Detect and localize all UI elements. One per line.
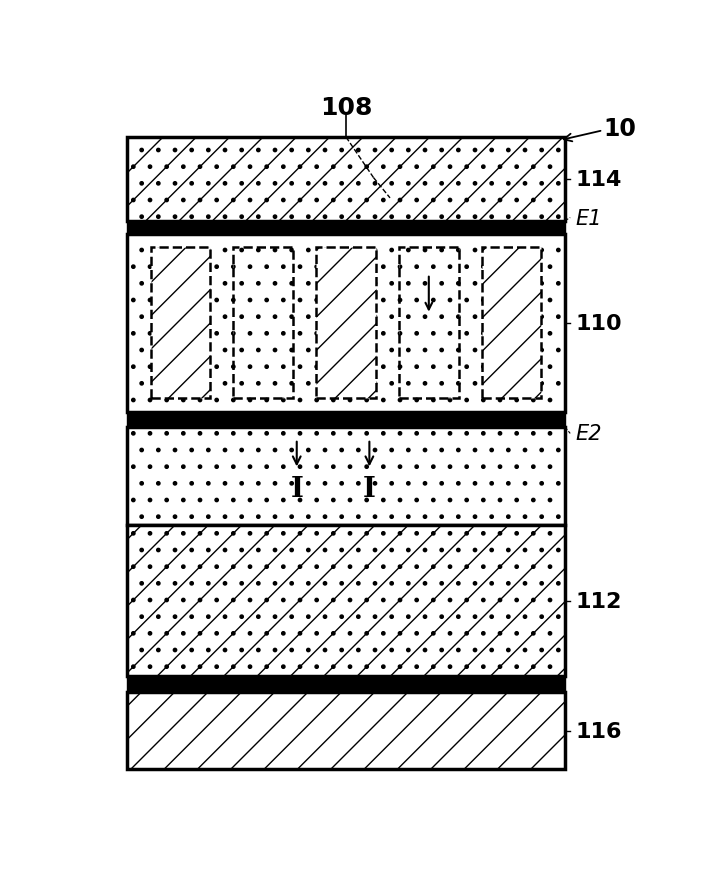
Bar (127, 221, 564, 235)
Bar (127, 235, 564, 413)
Text: 114: 114 (576, 169, 622, 190)
Bar (316, 248, 376, 398)
Bar (234, 248, 293, 398)
Text: E1: E1 (576, 208, 602, 228)
Bar (127, 413, 564, 428)
Bar (127, 526, 564, 677)
Text: I: I (290, 475, 303, 502)
Text: I: I (363, 475, 376, 502)
Text: 110: 110 (576, 314, 623, 334)
Text: 112: 112 (576, 591, 622, 611)
Text: 108: 108 (320, 96, 372, 119)
Text: 116: 116 (576, 721, 622, 741)
Bar (127, 138, 564, 221)
Bar (127, 526, 564, 677)
Bar (482, 248, 541, 398)
Bar (399, 248, 459, 398)
Bar (127, 138, 564, 221)
Text: E2: E2 (576, 424, 602, 444)
Bar (151, 248, 210, 398)
Bar (127, 677, 564, 692)
Bar (127, 692, 564, 769)
Text: 10: 10 (604, 117, 636, 141)
Bar (127, 428, 564, 526)
